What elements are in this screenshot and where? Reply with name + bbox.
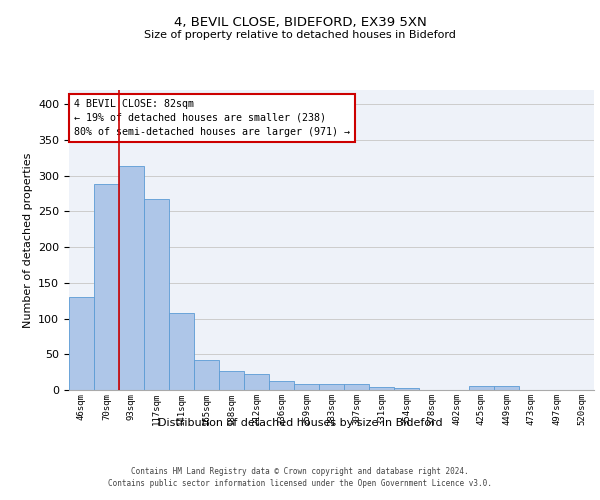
Bar [344,384,369,390]
Bar [319,384,344,390]
Text: 4 BEVIL CLOSE: 82sqm
← 19% of detached houses are smaller (238)
80% of semi-deta: 4 BEVIL CLOSE: 82sqm ← 19% of detached h… [74,99,350,137]
Bar [194,360,219,390]
Bar [119,166,144,390]
Text: Size of property relative to detached houses in Bideford: Size of property relative to detached ho… [144,30,456,40]
Text: Contains HM Land Registry data © Crown copyright and database right 2024.
Contai: Contains HM Land Registry data © Crown c… [108,466,492,487]
Bar [94,184,119,390]
Bar [394,388,419,390]
Bar [69,297,94,390]
Text: Distribution of detached houses by size in Bideford: Distribution of detached houses by size … [158,418,442,428]
Bar [369,387,394,390]
Bar [294,384,319,390]
Bar [219,372,244,390]
Y-axis label: Number of detached properties: Number of detached properties [23,152,32,328]
Bar [469,386,494,390]
Bar [144,198,169,390]
Bar [244,374,269,390]
Bar [169,313,194,390]
Text: 4, BEVIL CLOSE, BIDEFORD, EX39 5XN: 4, BEVIL CLOSE, BIDEFORD, EX39 5XN [173,16,427,29]
Bar [494,386,519,390]
Bar [269,382,294,390]
